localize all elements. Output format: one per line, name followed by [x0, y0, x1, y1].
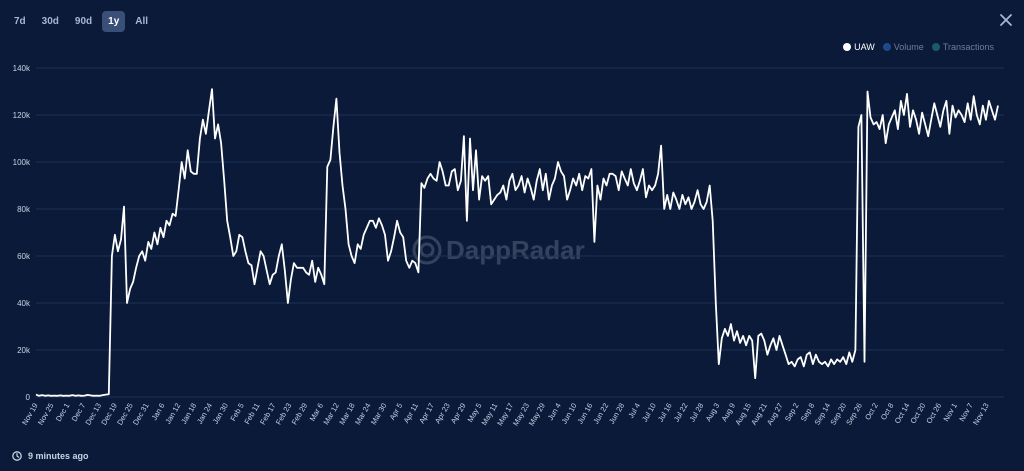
x-tick-label: Nov 13 [971, 402, 991, 427]
legend-label-transactions: Transactions [942, 42, 994, 52]
x-tick-label: Oct 26 [924, 402, 943, 426]
dappradar-logo-inner [419, 242, 435, 258]
range-tab-90d[interactable]: 90d [74, 16, 93, 27]
legend-label-uaw: UAW [854, 42, 875, 52]
y-tick-label: 0 [26, 393, 31, 402]
y-tick-label: 60k [17, 252, 31, 261]
x-tick-label: Jul 4 [626, 402, 642, 420]
x-tick-label: Apr 29 [449, 402, 468, 426]
x-tick-label: Mar 30 [369, 402, 388, 427]
x-tick-label: Dec 31 [131, 402, 151, 427]
legend-item-uaw[interactable]: UAW [843, 42, 875, 52]
x-tick-label: Feb 29 [290, 402, 309, 427]
range-tabs: 7d 30d 90d 1y All [8, 11, 154, 32]
x-tick-label: Jul 28 [688, 402, 706, 424]
y-tick-label: 40k [17, 299, 31, 308]
dappradar-logo-icon [412, 235, 442, 265]
clock-icon [12, 451, 22, 461]
legend-dot-uaw [843, 43, 852, 51]
last-updated: 9 minutes ago [12, 451, 89, 461]
x-tick-label: Jan 30 [211, 402, 230, 426]
legend-dot-volume [882, 43, 891, 51]
legend-label-volume: Volume [893, 42, 924, 52]
x-tick-label: Jul 16 [656, 402, 674, 424]
y-tick-label: 80k [17, 205, 31, 214]
y-tick-label: 100k [13, 158, 31, 167]
legend-item-transactions[interactable]: Transactions [931, 42, 994, 52]
range-tab-all[interactable]: All [135, 16, 149, 27]
y-tick-label: 120k [13, 111, 31, 120]
x-tick-label: Jun 28 [607, 402, 626, 426]
series-line-uaw [35, 88, 999, 397]
range-tab-30d[interactable]: 30d [41, 16, 59, 27]
uaw-line-chart: DappRadar 0 20k 40k 60k 80k 100k 120k 140k Nov … [13, 64, 1004, 427]
x-tick-label: Jul 10 [640, 402, 658, 424]
x-tick-label: Sep 26 [844, 402, 864, 427]
y-tick-label: 140k [13, 64, 31, 73]
x-tick-label: Dec 1 [54, 402, 72, 423]
close-icon [1000, 14, 1012, 26]
watermark-text: DappRadar [446, 235, 585, 265]
last-updated-text: 9 minutes ago [28, 451, 89, 461]
x-tick-label: Sep 2 [783, 402, 801, 423]
range-tab-7d[interactable]: 7d [14, 16, 26, 27]
legend-dot-transactions [931, 43, 940, 51]
x-tick-label: Oct 2 [863, 402, 880, 422]
x-tick-label: Aug 3 [704, 402, 722, 423]
x-tick-label: Nov 25 [36, 402, 56, 427]
x-tick-label: Aug 27 [765, 402, 785, 427]
close-button[interactable] [998, 12, 1014, 28]
chart-legend: UAW Volume Transactions [843, 42, 994, 52]
x-tick-label: Jul 22 [672, 402, 690, 424]
y-tick-label: 20k [17, 346, 31, 355]
x-tick-label: Nov 1 [941, 402, 959, 423]
range-tab-1y[interactable]: 1y [102, 11, 126, 32]
watermark: DappRadar [412, 235, 585, 265]
legend-item-volume[interactable]: Volume [882, 42, 924, 52]
